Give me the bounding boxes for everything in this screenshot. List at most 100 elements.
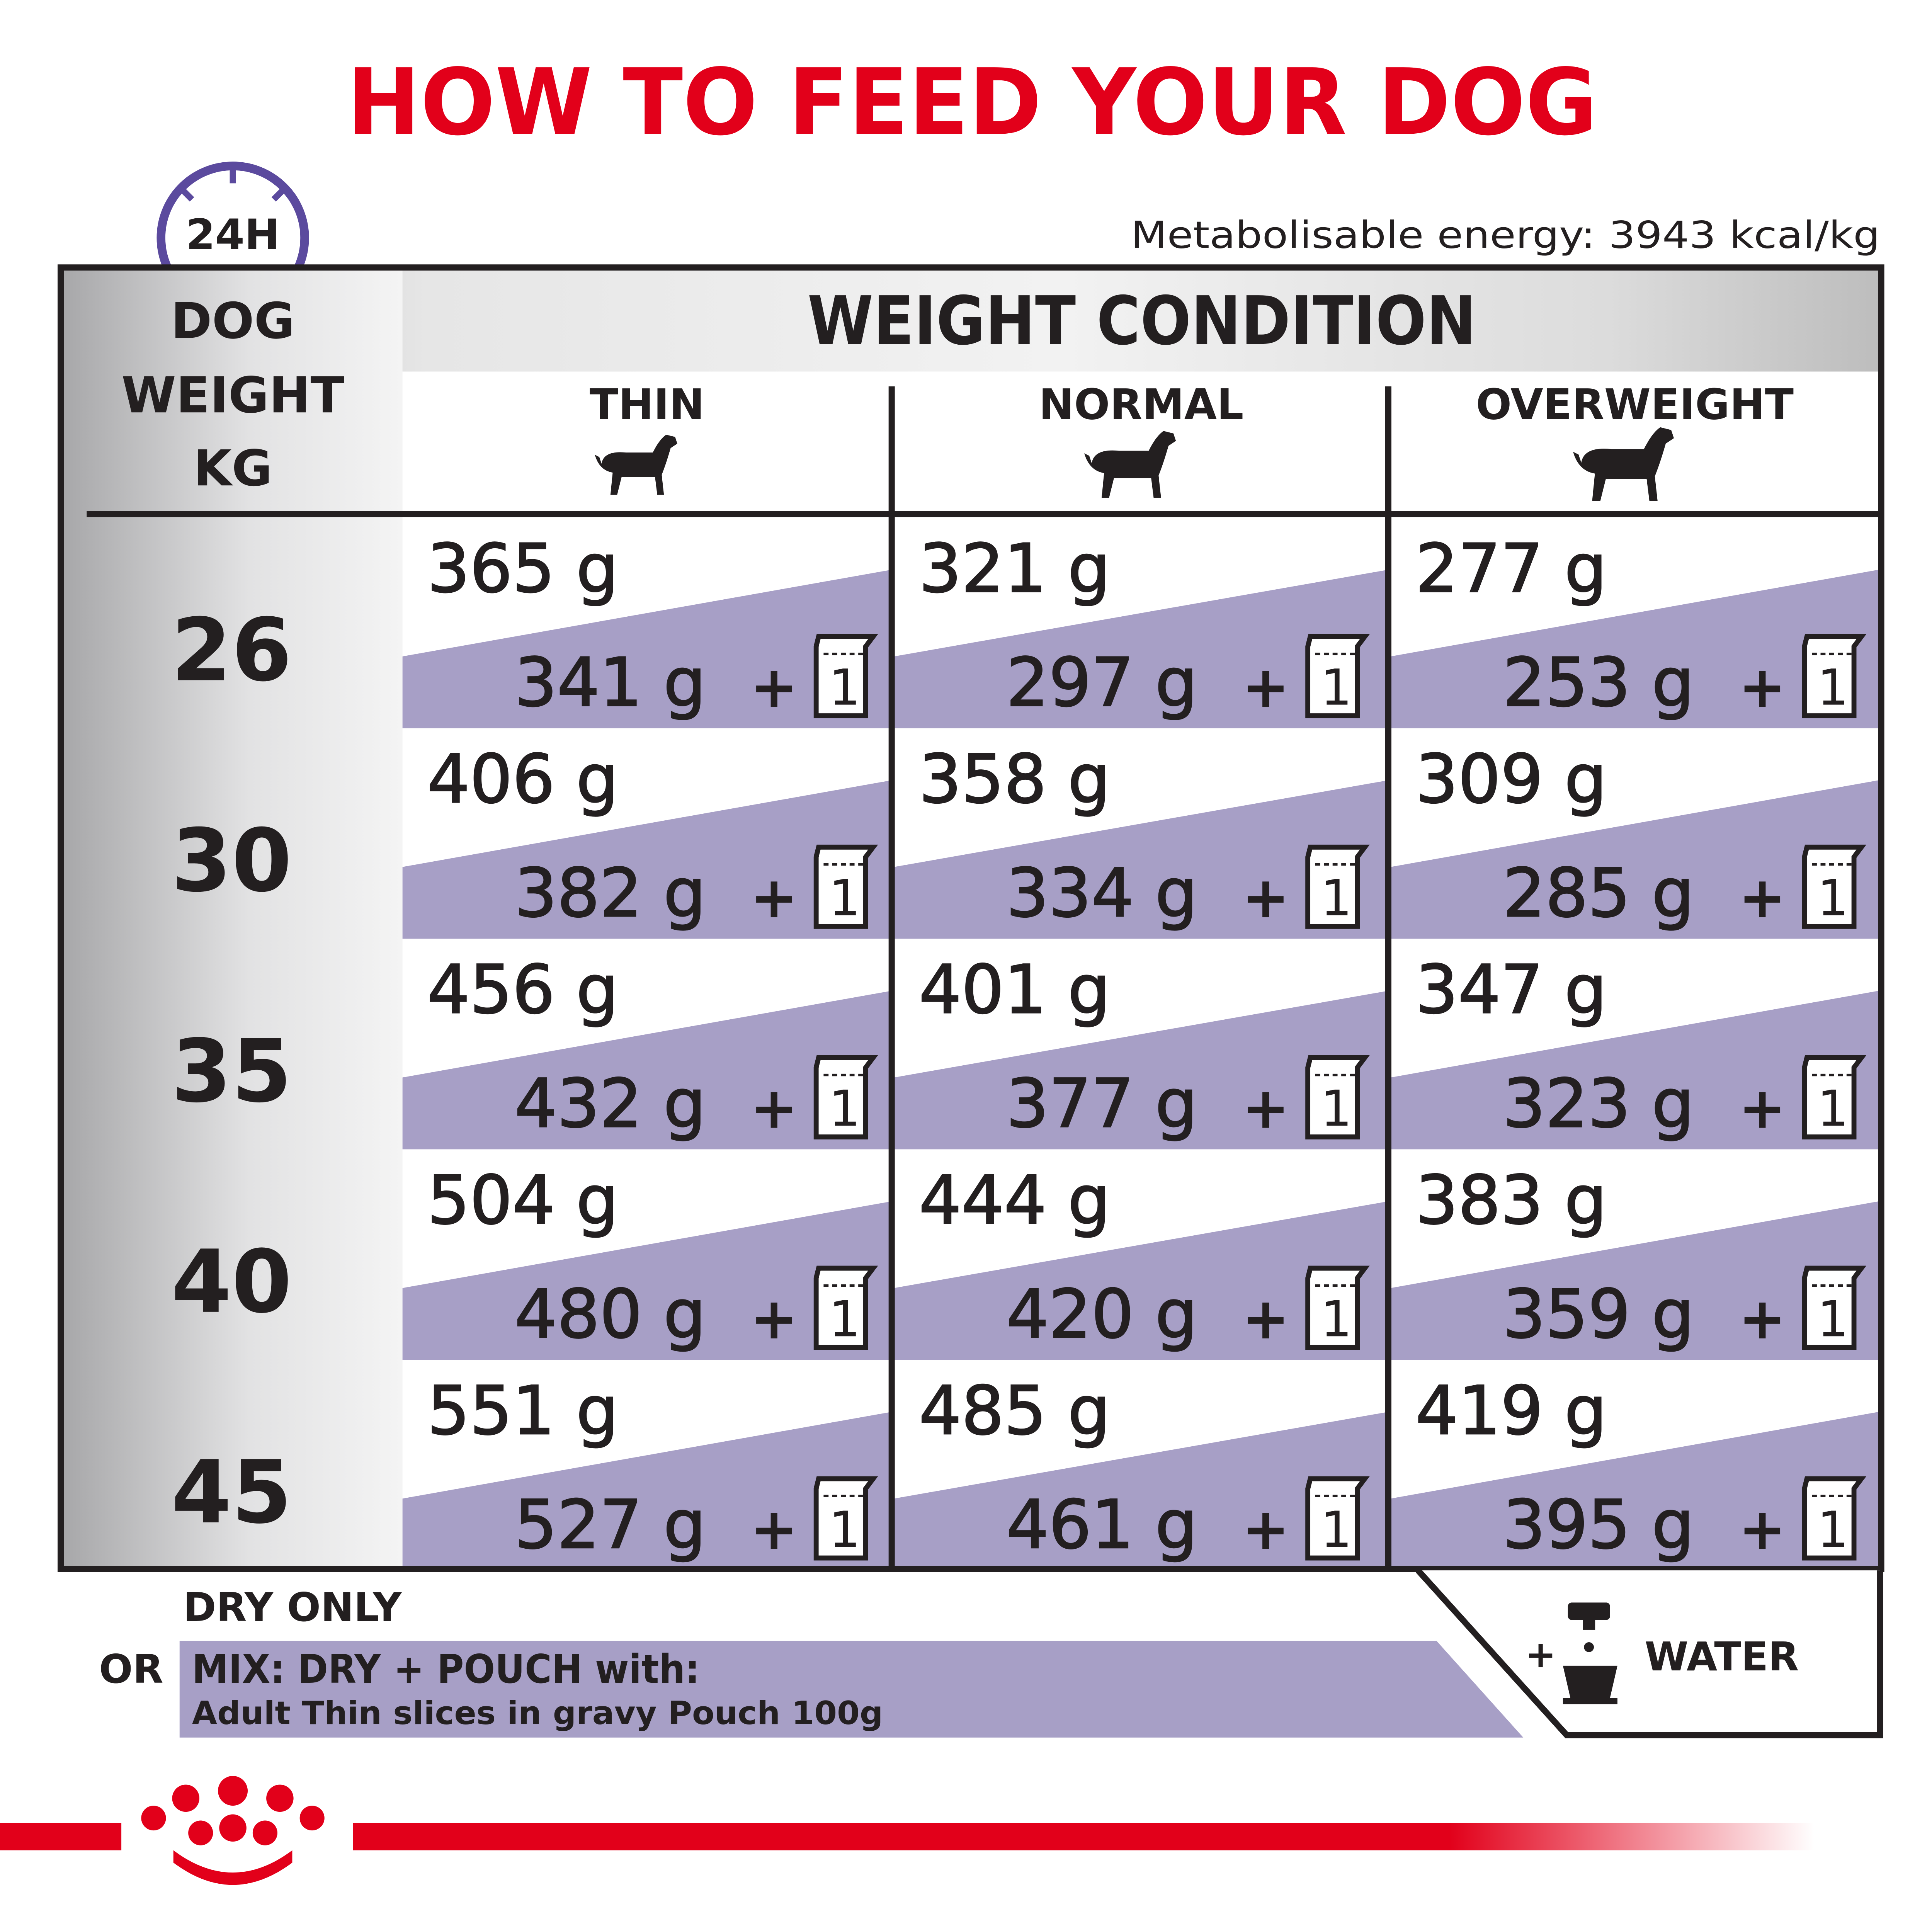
pouch-icon (1802, 1265, 1867, 1350)
dog-weight: 45 (171, 1442, 292, 1543)
mix-band (894, 1412, 1388, 1571)
dry-amount: 419 g (1415, 1372, 1607, 1450)
brand-crown (141, 1776, 325, 1885)
dry-amount: 456 g (427, 951, 619, 1029)
weight-header: WEIGHT (121, 367, 344, 424)
dry-amount: 383 g (1415, 1161, 1607, 1239)
dry-amount: 321 g (919, 529, 1110, 607)
dog-icon (595, 435, 677, 495)
pouch-icon (1305, 634, 1370, 718)
plus-sign: + (750, 864, 798, 931)
plus-sign: + (750, 1075, 798, 1141)
mix-amount: 359 g (1503, 1275, 1694, 1353)
title: HOW TO FEED YOUR DOG (347, 49, 1597, 156)
pouch-count: 1 (1817, 869, 1849, 927)
mix-band (1391, 780, 1879, 939)
pouch-count: 1 (1321, 659, 1352, 717)
pouch-count: 1 (829, 1080, 861, 1138)
mix-band (894, 991, 1388, 1150)
pouch-icon (1802, 1055, 1867, 1139)
dog-weight: 35 (171, 1021, 292, 1122)
column-header: THIN (590, 380, 704, 429)
dry-amount: 504 g (427, 1161, 619, 1239)
plus-sign: + (1738, 654, 1786, 720)
column-header: NORMAL (1039, 380, 1244, 429)
plus-sign: + (1738, 1496, 1786, 1562)
energy-note: Metabolisable energy: 3943 kcal/kg (1131, 214, 1880, 257)
dry-amount: 365 g (427, 529, 619, 607)
mix-band (402, 780, 892, 939)
mix-amount: 297 g (1006, 643, 1197, 721)
mix-band (894, 780, 1388, 939)
mix-band (1391, 1412, 1879, 1571)
pouch-icon (1802, 634, 1867, 718)
mix-band (1391, 1201, 1879, 1360)
mix-band (402, 1201, 892, 1360)
mix-band (179, 1641, 1524, 1738)
mix-label: MIX: DRY + POUCH with: (192, 1646, 700, 1692)
or-label: OR (99, 1646, 163, 1692)
dry-amount: 401 g (919, 951, 1110, 1029)
pouch-icon (813, 1476, 878, 1561)
pouch-count: 1 (1817, 1080, 1849, 1138)
pouch-count: 1 (1817, 1291, 1849, 1348)
plus-sign: + (750, 654, 798, 720)
mix-amount: 461 g (1006, 1486, 1197, 1564)
pouch-icon (1305, 1265, 1370, 1350)
weight-header: KG (193, 440, 272, 497)
table-border (58, 264, 1884, 1572)
pouch-icon (1305, 1476, 1370, 1561)
plus-sign: + (1738, 864, 1786, 931)
mix-amount: 395 g (1503, 1486, 1694, 1564)
dry-only: DRY ONLY (183, 1585, 402, 1631)
mix-amount: 323 g (1503, 1065, 1694, 1143)
mix-amount: 253 g (1503, 643, 1694, 721)
pouch-count: 1 (1817, 659, 1849, 717)
badge-label: 24H (186, 210, 280, 259)
pouch-icon (813, 1265, 878, 1350)
plus-sign: + (750, 1286, 798, 1352)
clock-ticks (179, 166, 287, 202)
pouch-icon (813, 844, 878, 929)
pouch-count: 1 (829, 659, 861, 717)
condition-header: WEIGHT CONDITION (808, 282, 1476, 360)
mix-band (894, 570, 1388, 728)
mix-band (894, 1201, 1388, 1360)
pouch-icon (1305, 844, 1370, 929)
mix-amount: 432 g (515, 1065, 706, 1143)
pouch-icon (813, 1055, 878, 1139)
pouch-count: 1 (829, 1501, 861, 1559)
dry-amount: 347 g (1415, 951, 1607, 1029)
dry-amount: 358 g (919, 740, 1110, 818)
dog-weight: 26 (171, 600, 292, 701)
mix-band (1391, 570, 1879, 728)
water-label: WATER (1645, 1634, 1799, 1680)
mix-amount: 334 g (1006, 854, 1197, 932)
mix-amount: 382 g (515, 854, 706, 932)
weight-column (62, 269, 403, 1568)
footer-rule (0, 1823, 122, 1850)
dog-weight: 30 (171, 810, 292, 911)
footer-rule (353, 1823, 1815, 1850)
water-box (1415, 1568, 1883, 1738)
dog-icon (1573, 427, 1674, 501)
pouch-count: 1 (1321, 1501, 1352, 1559)
pouch-icon (1802, 1476, 1867, 1561)
mix-amount: 285 g (1503, 854, 1694, 932)
plus-sign: + (1738, 1286, 1786, 1352)
dry-amount: 309 g (1415, 740, 1607, 818)
plus-sign: + (1242, 654, 1290, 720)
dry-amount: 406 g (427, 740, 619, 818)
mix-amount: 527 g (515, 1486, 706, 1564)
water-icon (1563, 1602, 1617, 1704)
dry-amount: 444 g (919, 1161, 1110, 1239)
dog-weight: 40 (171, 1231, 292, 1332)
plus-sign: + (1242, 1496, 1290, 1562)
pouch-count: 1 (829, 1291, 861, 1348)
pouch-icon (1802, 844, 1867, 929)
pouch-count: 1 (1321, 1080, 1352, 1138)
plus-sign: + (750, 1496, 798, 1562)
mix-band (402, 570, 892, 728)
